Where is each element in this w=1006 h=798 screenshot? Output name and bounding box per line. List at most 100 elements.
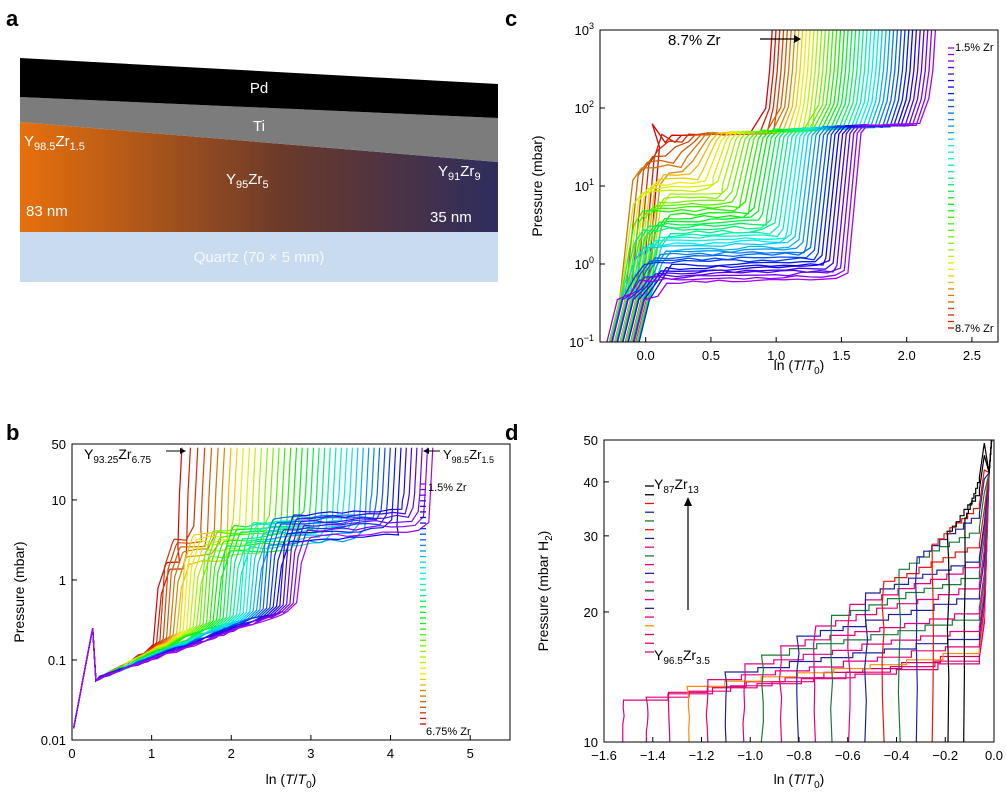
panel-c-legend-bottom: 8.7% Zr: [955, 323, 994, 335]
x-tick-label: 1.5: [832, 348, 850, 363]
right-composition-label: Y91Zr9: [438, 163, 481, 183]
panel-c-curves: [606, 30, 937, 342]
panel-d-x-ticks: −1.6 −1.4 −1.2 −1.0 −0.8 −0.6 −0.4 −0.2 0.0: [591, 737, 1003, 763]
x-tick-label: 0.0: [637, 348, 655, 363]
x-tick-label: −1.0: [737, 748, 763, 763]
pressure-curve: [830, 440, 993, 742]
y-tick-label: 10: [584, 735, 598, 750]
panel-c-chart: 0.0 0.5 1.0 1.5 2.0 2.5 10−1 100 101 102 103 ln (…: [529, 21, 999, 377]
panel-letter-d: d: [505, 420, 519, 445]
pressure-curve: [615, 30, 857, 342]
pressure-curve: [632, 30, 868, 342]
panel-c-xlabel: ln (T/T0): [774, 357, 825, 377]
x-tick-label: 2: [228, 746, 235, 761]
panel-c-legend-top: 1.5% Zr: [955, 42, 994, 54]
panel-d-ylabel: Pressure (mbar H2): [535, 531, 555, 652]
pressure-curve: [613, 30, 789, 342]
panel-d-legend-arrow-head: [684, 497, 692, 506]
x-tick-label: 0: [68, 746, 75, 761]
panel-c-ylabel: Pressure (mbar): [529, 135, 545, 236]
x-tick-label: 3: [307, 746, 314, 761]
pressure-curve: [796, 440, 993, 742]
x-tick-label: 5: [467, 746, 474, 761]
panel-d-curves: [622, 440, 993, 742]
pressure-curve: [881, 440, 993, 742]
panel-b-chart: 0 1 2 3 4 5 0.01 0.1 1 10 50 ln (T/T0) Pressure (…: [11, 437, 511, 791]
y-tick-label: 20: [584, 605, 598, 620]
y-tick-label: 100: [575, 255, 594, 272]
pressure-curve: [963, 440, 993, 742]
pressure-curve: [667, 440, 993, 742]
pressure-curve: [724, 440, 993, 742]
panel-d-y-ticks: 10 20 30 40 50: [584, 433, 609, 750]
pressure-curve: [625, 30, 804, 342]
pressure-curve: [73, 447, 375, 729]
pressure-curve: [627, 30, 895, 342]
pressure-curve: [742, 440, 993, 742]
x-tick-label: 1.0: [767, 348, 785, 363]
pressure-curve: [778, 440, 993, 742]
x-tick-label: −0.4: [884, 748, 910, 763]
panel-d-legend-top: Y87Zr13: [654, 476, 699, 496]
panel-c-x-ticks: 0.0 0.5 1.0 1.5 2.0 2.5: [637, 337, 981, 363]
panel-d-legend-bottom: Y96.5Zr3.5: [654, 647, 710, 667]
panel-letter-c: c: [505, 6, 518, 31]
pressure-curve: [864, 440, 993, 742]
panel-b-annotation-right: Y98.5Zr1.5: [443, 447, 494, 465]
panel-c-arrow-head: [794, 35, 801, 43]
panel-c-annotation: 8.7% Zr: [668, 32, 721, 49]
y-tick-label: 10: [52, 493, 66, 508]
y-tick-label: 103: [575, 21, 594, 38]
pressure-curve: [73, 447, 342, 729]
panel-b-legend: [420, 483, 426, 725]
pressure-curve: [73, 447, 191, 729]
y-tick-label: 0.1: [48, 653, 66, 668]
panel-d-legend: [645, 485, 654, 653]
pressure-curve: [73, 447, 429, 729]
panel-d-xlabel: ln (T/T0): [774, 771, 825, 791]
pressure-curve: [847, 440, 993, 742]
right-thickness-label: 35 nm: [430, 209, 472, 226]
panel-b-frame: [71, 443, 511, 741]
pressure-curve: [630, 30, 800, 342]
panel-b-curves: [73, 447, 434, 729]
pressure-curve: [73, 447, 364, 729]
x-tick-label: −1.2: [689, 748, 715, 763]
pressure-curve: [897, 440, 993, 742]
x-tick-label: 0.5: [702, 348, 720, 363]
quartz-label: Quartz (70 × 5 mm): [194, 249, 324, 266]
pressure-curve: [638, 30, 910, 342]
x-tick-label: −0.6: [835, 748, 861, 763]
pressure-curve: [705, 440, 993, 742]
x-tick-label: −1.4: [640, 748, 666, 763]
y-tick-label: 50: [584, 433, 598, 448]
pressure-curve: [73, 447, 262, 729]
x-tick-label: 1: [148, 746, 155, 761]
pressure-curve: [73, 447, 423, 729]
pressure-curve: [73, 447, 298, 729]
y-tick-label: 0.01: [41, 733, 66, 748]
y-tick-label: 102: [575, 99, 594, 116]
pressure-curve: [73, 447, 250, 729]
pressure-curve: [73, 447, 292, 729]
y-tick-label: 40: [584, 475, 598, 490]
pd-label: Pd: [250, 80, 268, 97]
yzr-gradient-layer: [20, 122, 498, 232]
pressure-curve: [73, 447, 370, 729]
y-tick-label: 101: [575, 177, 594, 194]
left-thickness-label: 83 nm: [26, 203, 68, 220]
pressure-curve: [73, 447, 213, 729]
panel-d-chart: −1.6 −1.4 −1.2 −1.0 −0.8 −0.6 −0.4 −0.2 0.0 10 20…: [535, 433, 1003, 791]
pressure-curve: [608, 30, 792, 342]
panel-b-y-ticks: 0.01 0.1 1 10 50: [41, 437, 77, 748]
panel-letter-b: b: [6, 420, 20, 445]
y-tick-label: 30: [584, 529, 598, 544]
mid-composition-label: Y95Zr5: [226, 171, 269, 191]
x-tick-label: −1.6: [591, 748, 617, 763]
x-tick-label: −0.2: [932, 748, 958, 763]
pressure-curve: [73, 447, 309, 729]
x-tick-label: 4: [387, 746, 394, 761]
y-tick-label: 50: [52, 437, 66, 452]
pressure-curve: [73, 447, 326, 729]
